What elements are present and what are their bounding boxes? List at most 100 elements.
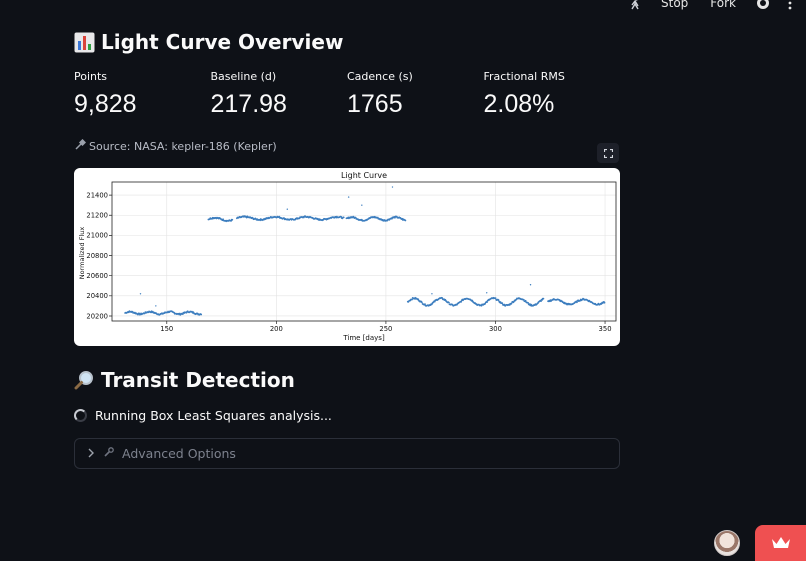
- data-point: [527, 302, 529, 304]
- github-icon[interactable]: [756, 0, 788, 10]
- chart-series: [124, 186, 606, 316]
- outlier-point: [155, 305, 157, 307]
- data-point: [603, 301, 606, 304]
- bls-status-text: Running Box Least Squares analysis...: [95, 408, 332, 423]
- source-caption: Source: NASA: kepler-186 (Kepler): [74, 138, 620, 154]
- chart-frame: [111, 181, 617, 322]
- chart-ylabel: Normalized Flux: [78, 227, 86, 280]
- advanced-options-expander[interactable]: Advanced Options: [74, 438, 620, 469]
- data-point: [542, 297, 545, 300]
- data-point: [231, 218, 234, 221]
- series-segment: [207, 216, 234, 223]
- y-tick-label: 20400: [86, 292, 108, 300]
- y-tick-label: 20600: [86, 272, 108, 280]
- overview-heading: Light Curve Overview: [74, 28, 620, 56]
- overview-title: Light Curve Overview: [101, 30, 344, 54]
- avatar[interactable]: [714, 530, 740, 556]
- chart-title: Light Curve: [341, 171, 387, 180]
- data-point: [424, 303, 426, 305]
- running-man-icon: [627, 0, 661, 11]
- transit-title: Transit Detection: [101, 368, 295, 392]
- data-point: [376, 216, 379, 219]
- y-tick-label: 21400: [86, 191, 108, 199]
- data-point: [433, 300, 436, 303]
- data-point: [540, 300, 542, 302]
- y-tick-label: 21000: [86, 232, 108, 240]
- more-menu-icon[interactable]: [788, 0, 792, 10]
- data-point: [576, 301, 578, 304]
- series-segment: [406, 296, 545, 307]
- x-tick-label: 300: [489, 325, 502, 333]
- bls-status: Running Box Least Squares analysis...: [74, 408, 332, 423]
- stop-button[interactable]: Stop: [661, 0, 689, 10]
- metric-label: Baseline (d): [210, 70, 277, 83]
- x-tick-label: 250: [379, 325, 392, 333]
- metric-points: Points 9,828: [74, 70, 211, 119]
- metrics-row: Points 9,828 Baseline (d) 217.98 Cadence…: [74, 70, 620, 119]
- magnifier-icon: [74, 370, 95, 391]
- outlier-point: [529, 284, 532, 286]
- x-tick-label: 350: [599, 325, 612, 333]
- metric-label: Points: [74, 70, 108, 83]
- light-curve-chart[interactable]: Light Curve Time [days] Normalized Flux …: [74, 168, 620, 346]
- data-point: [460, 300, 463, 303]
- data-point: [501, 302, 504, 305]
- metric-value: 1765: [347, 90, 403, 118]
- data-point: [421, 301, 423, 304]
- bar-chart-icon: [74, 32, 95, 53]
- chart-xlabel: Time [days]: [342, 334, 385, 342]
- chart-ticks: 150 200 250 300 350 20200 20400 20600 20800 21000…: [86, 191, 611, 333]
- metric-label: Cadence (s): [347, 70, 413, 83]
- main-content: Light Curve Overview Points 9,828 Baseli…: [74, 28, 620, 469]
- fullscreen-button[interactable]: [597, 143, 619, 163]
- data-point: [510, 302, 513, 305]
- outlier-point: [347, 196, 350, 198]
- outlier-point: [431, 293, 433, 295]
- series-segment: [547, 297, 606, 306]
- data-point: [181, 313, 184, 315]
- data-point: [342, 216, 345, 219]
- data-point: [497, 299, 500, 302]
- data-point: [494, 297, 497, 300]
- series-segment: [236, 215, 345, 222]
- metric-rms: Fractional RMS 2.08%: [484, 70, 621, 119]
- transit-heading: Transit Detection: [74, 366, 295, 394]
- light-curve-svg: Light Curve Time [days] Normalized Flux …: [78, 171, 617, 342]
- data-point: [200, 313, 203, 316]
- fork-button[interactable]: Fork: [710, 0, 736, 10]
- y-tick-label: 20800: [86, 252, 108, 260]
- metric-value: 2.08%: [483, 90, 555, 118]
- outlier-point: [391, 186, 394, 188]
- x-tick-label: 150: [160, 325, 173, 333]
- metric-value: 217.98: [210, 90, 287, 118]
- metric-cadence: Cadence (s) 1765: [347, 70, 484, 119]
- data-point: [417, 298, 420, 301]
- top-toolbar: Stop Fork: [627, 0, 792, 14]
- metric-label: Fractional RMS: [483, 70, 565, 83]
- spinner-icon: [74, 409, 87, 422]
- data-point: [411, 298, 413, 301]
- outlier-point: [139, 293, 142, 295]
- fullscreen-icon: [603, 148, 613, 158]
- data-point: [404, 219, 407, 222]
- y-tick-label: 20200: [86, 312, 108, 320]
- chart-grid: [112, 182, 616, 321]
- wrench-icon: [103, 446, 114, 461]
- data-point: [448, 301, 450, 304]
- metric-baseline: Baseline (d) 217.98: [211, 70, 348, 119]
- metric-value: 9,828: [74, 90, 137, 118]
- chevron-right-icon: [87, 446, 95, 461]
- outlier-point: [486, 292, 488, 294]
- outlier-point: [286, 208, 289, 210]
- crown-icon: [771, 537, 790, 548]
- streamlit-badge[interactable]: [755, 525, 806, 561]
- outlier-point: [361, 204, 363, 206]
- source-caption-text: Source: NASA: kepler-186 (Kepler): [89, 139, 277, 153]
- series-segment: [345, 215, 407, 222]
- data-point: [486, 301, 488, 303]
- expander-label: Advanced Options: [122, 446, 236, 461]
- satellite-icon: [74, 138, 87, 154]
- x-tick-label: 200: [270, 325, 283, 333]
- y-tick-label: 21200: [86, 212, 108, 220]
